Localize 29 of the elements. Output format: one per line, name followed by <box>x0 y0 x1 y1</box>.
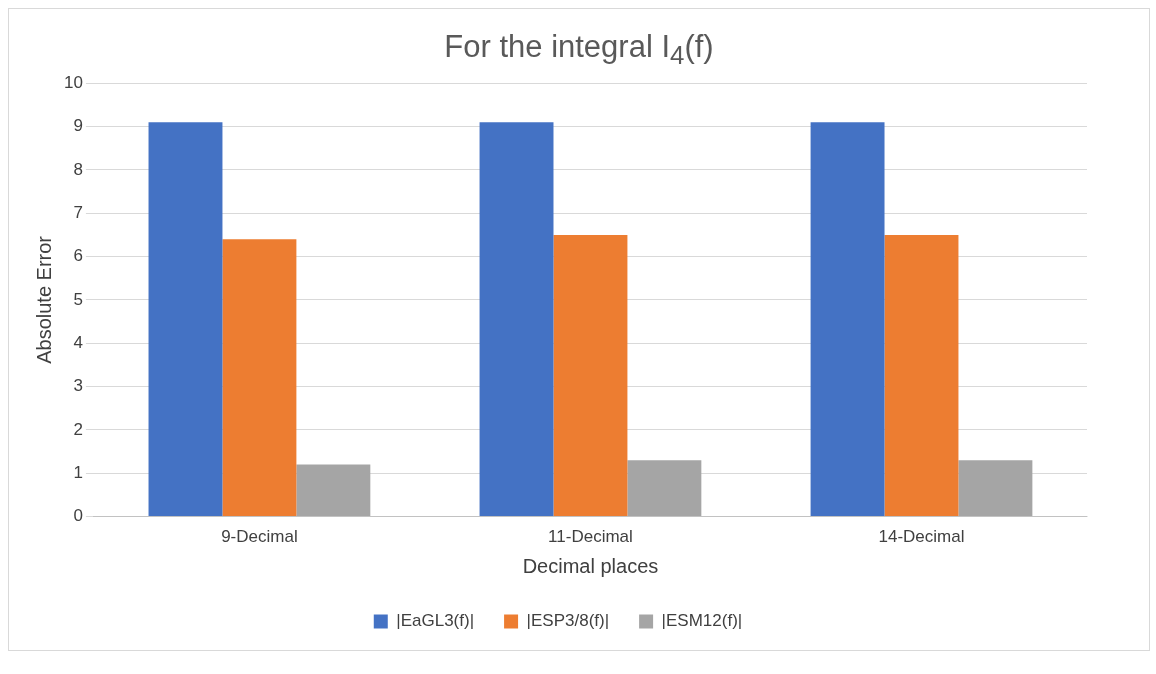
chart-title: For the integral I$_{4}$(f) <box>443 28 715 71</box>
legend-label: |ESP3/8(f)| <box>526 611 610 631</box>
y-tick-label: 4 <box>73 333 83 353</box>
bar <box>958 460 1033 517</box>
y-tick-label: 7 <box>73 203 83 223</box>
bar <box>884 235 959 517</box>
x-tick-label: 14-Decimal <box>878 527 965 547</box>
y-tick-label: 3 <box>73 376 83 396</box>
legend-label: |ESM12(f)| <box>661 611 743 631</box>
legend-label: |EaGL3(f)| <box>396 611 475 631</box>
x-tick-label: 11-Decimal <box>548 527 633 547</box>
y-tick-label: 6 <box>73 246 83 266</box>
x-tick-label: 9-Decimal <box>221 527 298 547</box>
bar <box>627 460 702 517</box>
y-tick-label: 9 <box>73 116 83 136</box>
y-tick-label: 1 <box>73 463 83 483</box>
bar <box>553 235 628 517</box>
bar <box>479 122 554 517</box>
y-tick-label: 10 <box>63 73 83 93</box>
y-axis-title: Absolute Error <box>32 235 55 365</box>
bar <box>296 464 371 517</box>
y-tick-label: 0 <box>73 506 83 526</box>
y-tick-label: 8 <box>73 159 83 179</box>
y-tick-label: 5 <box>73 289 83 309</box>
bar <box>148 122 223 517</box>
x-axis-title: Decimal places <box>522 554 659 577</box>
y-tick-label: 2 <box>73 419 83 439</box>
bar <box>810 122 885 517</box>
bar <box>222 239 297 517</box>
